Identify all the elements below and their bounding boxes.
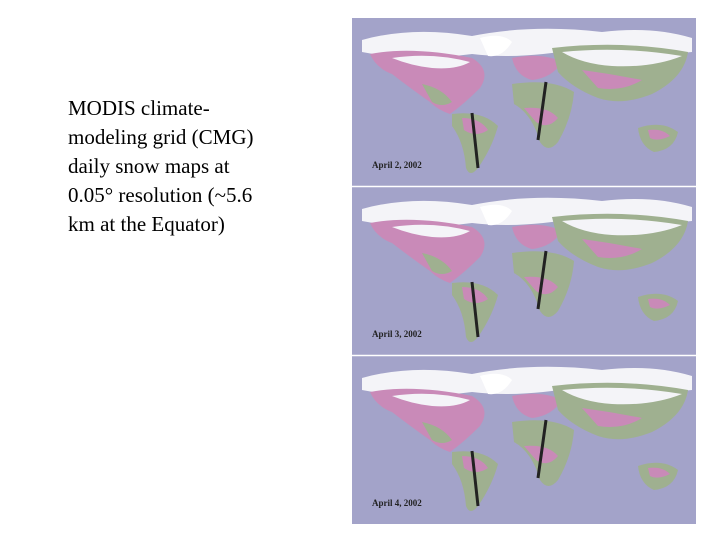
caption: MODIS climate-modeling grid (CMG) daily s… [68, 94, 253, 239]
caption-line: km at the Equator) [68, 212, 225, 236]
map-date: April 4, 2002 [372, 498, 422, 508]
snow-maps: April 2, 2002 April 3, 2002 April 4, 2002 [352, 18, 696, 524]
caption-line: 0.05° resolution (~5.6 [68, 183, 253, 207]
map-date: April 3, 2002 [372, 329, 422, 339]
map-date: April 2, 2002 [372, 160, 422, 170]
caption-line: daily snow maps at [68, 154, 230, 178]
caption-line: modeling grid (CMG) [68, 125, 254, 149]
caption-line: MODIS climate- [68, 96, 210, 120]
